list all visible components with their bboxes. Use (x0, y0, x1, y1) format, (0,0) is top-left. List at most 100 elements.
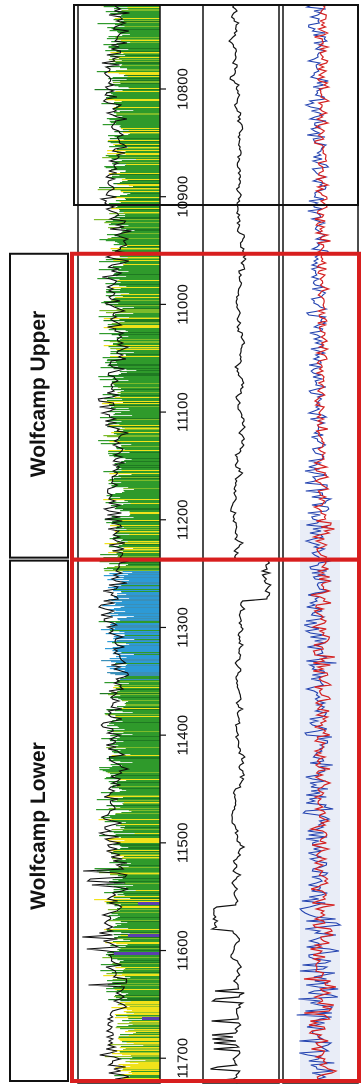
track-1-band (105, 11, 160, 13)
track-1-band (123, 732, 160, 734)
track-1-band (123, 547, 160, 549)
track-1-band (120, 477, 160, 479)
track-1-band (120, 40, 160, 42)
track-1-band (119, 1039, 160, 1041)
track-1-band (109, 881, 160, 883)
track-1-band (115, 62, 160, 64)
track-1-band (107, 955, 160, 957)
track-1-band (114, 235, 160, 237)
track-1-band (107, 95, 160, 97)
track-1-band (113, 244, 160, 246)
track-1-band (118, 105, 160, 107)
track-1-band (123, 53, 160, 55)
track-1-band (123, 490, 160, 492)
track-1-band (107, 426, 160, 428)
track-1-band (119, 439, 160, 441)
track-1-band (125, 154, 160, 156)
track-1-band (108, 329, 160, 331)
track-1-band (108, 483, 160, 485)
track-1-band (104, 543, 160, 545)
track-1-band (106, 902, 160, 904)
track-1-band (108, 326, 160, 328)
track-1-band (106, 118, 160, 120)
track-1-band (113, 731, 160, 733)
track-1-band (111, 818, 160, 820)
track-1-band (113, 19, 160, 21)
track-1-band (118, 745, 160, 747)
track-1-band (112, 879, 160, 881)
track-1-band (112, 982, 160, 984)
track-1-band (115, 493, 160, 495)
track-1-band (113, 891, 160, 893)
zone-box-upper (9, 252, 69, 559)
track-1-band (115, 506, 160, 508)
track-1-band (126, 887, 160, 889)
track-1-band (110, 798, 160, 800)
track-1-band (117, 763, 160, 765)
track-1-band (101, 660, 160, 662)
track-1-band (119, 256, 160, 258)
track-1-band (126, 286, 160, 288)
track-1-band (122, 539, 160, 541)
track-1-band (111, 829, 160, 831)
track-1-band (126, 1012, 160, 1014)
track-1-band (129, 1059, 160, 1061)
track-1-band (117, 949, 160, 951)
track-1-band (129, 34, 160, 36)
track-1-band (106, 747, 160, 749)
track-1-band (110, 248, 160, 250)
track-1-band (114, 597, 160, 599)
track-1-band (113, 636, 160, 638)
track-1-band (119, 910, 160, 912)
track-1-band (99, 239, 160, 241)
track-1-band (114, 612, 160, 614)
track-1-band (126, 594, 160, 596)
track-1-band (127, 246, 160, 248)
track-1-band (114, 531, 160, 533)
track-1-band (108, 46, 160, 48)
track-1-band (117, 350, 160, 352)
track-1-band (108, 277, 160, 279)
track-1-band (123, 1077, 160, 1079)
track-1-spike (138, 902, 160, 905)
track-1-band (104, 1056, 160, 1058)
track-1-band (120, 21, 160, 23)
track-1-band (120, 172, 160, 174)
track-1-band (125, 178, 160, 180)
track-1-band (118, 1037, 160, 1039)
track-1-band (116, 429, 160, 431)
track-1-band (106, 666, 160, 668)
track-1-band (123, 578, 160, 580)
track-1-band (134, 833, 160, 835)
track-1-band (111, 1007, 160, 1009)
track-1-band (113, 687, 160, 689)
track-1-band (129, 410, 160, 412)
track-1-band (107, 641, 160, 643)
track-1-band (122, 14, 160, 16)
track-1-band (94, 89, 160, 91)
track-1-band (145, 1060, 160, 1062)
track-1-band (117, 959, 160, 961)
track-1-band (113, 481, 160, 483)
track-1-band (120, 823, 160, 825)
track-1-band (118, 867, 160, 869)
track-1-band (117, 1004, 160, 1006)
track-1-band (96, 809, 160, 811)
track-1-band (112, 486, 160, 488)
track-1-band (123, 960, 160, 962)
track-1-band (119, 319, 160, 321)
track-1-band (119, 708, 160, 710)
track-1-band (105, 50, 160, 52)
track-1-band (121, 846, 160, 848)
track-1-band (107, 140, 160, 142)
track-1-band (128, 810, 160, 812)
track-1-band (115, 674, 160, 676)
track-1-band (105, 815, 160, 817)
track-1-band (108, 850, 160, 852)
track-1-band (103, 301, 160, 303)
track-1-band (113, 298, 160, 300)
track-1-band (110, 56, 160, 58)
track-1-band (119, 371, 160, 373)
track-1-band (120, 848, 160, 850)
track-1-band (121, 358, 160, 360)
